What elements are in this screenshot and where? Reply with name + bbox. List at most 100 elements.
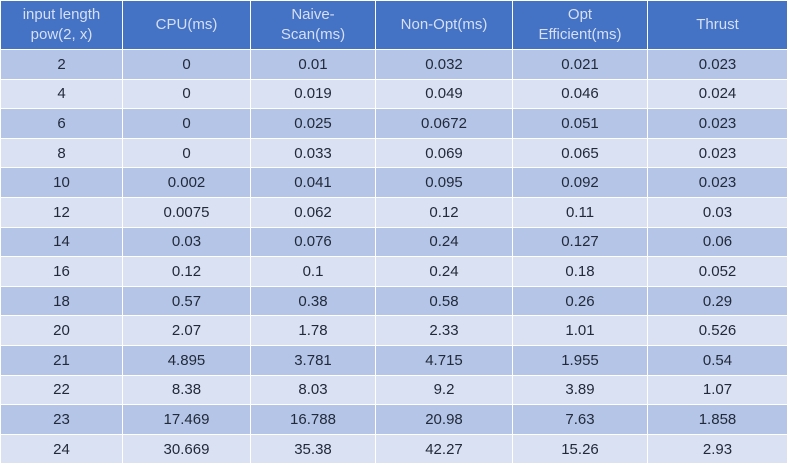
data-cell: 8.38 bbox=[122, 374, 251, 406]
data-cell: 0 bbox=[122, 49, 251, 80]
data-cell: 0.076 bbox=[250, 226, 376, 258]
row-label-cell: 8 bbox=[0, 137, 123, 169]
table-body: 2 0 0.01 0.032 0.021 0.023 4 0 0.019 0.049 0.046 0.… bbox=[0, 49, 788, 465]
data-cell: 0.526 bbox=[647, 315, 788, 346]
row-label-cell: 4 bbox=[0, 78, 123, 110]
data-cell: 0.58 bbox=[375, 285, 513, 317]
data-cell: 1.78 bbox=[250, 315, 376, 346]
data-cell: 4.715 bbox=[375, 344, 513, 376]
data-cell: 0.024 bbox=[647, 78, 788, 110]
data-cell: 1.955 bbox=[512, 344, 648, 376]
table-row: 8 0 0.033 0.069 0.065 0.023 bbox=[0, 137, 788, 169]
data-cell: 0.019 bbox=[250, 78, 376, 110]
data-cell: 0.023 bbox=[647, 137, 788, 169]
row-label-cell: 24 bbox=[0, 433, 123, 465]
table-row: 16 0.12 0.1 0.24 0.18 0.052 bbox=[0, 256, 788, 287]
table-row: 18 0.57 0.38 0.58 0.26 0.29 bbox=[0, 285, 788, 317]
data-cell: 3.89 bbox=[512, 374, 648, 406]
data-cell: 0.06 bbox=[647, 226, 788, 258]
data-cell: 42.27 bbox=[375, 433, 513, 465]
data-cell: 0.062 bbox=[250, 196, 376, 228]
data-cell: 7.63 bbox=[512, 404, 648, 435]
data-cell: 1.01 bbox=[512, 315, 648, 346]
data-cell: 0.26 bbox=[512, 285, 648, 317]
data-cell: 20.98 bbox=[375, 404, 513, 435]
row-label-cell: 20 bbox=[0, 315, 123, 346]
column-header-text: Efficient(ms) bbox=[538, 26, 622, 43]
data-cell: 0.0075 bbox=[122, 196, 251, 228]
data-cell: 0.041 bbox=[250, 167, 376, 198]
row-label-cell: 16 bbox=[0, 256, 123, 287]
data-cell: 9.2 bbox=[375, 374, 513, 406]
data-cell: 0.54 bbox=[647, 344, 788, 376]
column-header-text: pow(2, x) bbox=[30, 26, 93, 43]
row-label-cell: 10 bbox=[0, 167, 123, 198]
table-row: 10 0.002 0.041 0.095 0.092 0.023 bbox=[0, 167, 788, 198]
row-label-cell: 6 bbox=[0, 108, 123, 139]
column-header-text: Opt bbox=[567, 6, 593, 23]
row-label-cell: 14 bbox=[0, 226, 123, 258]
data-cell: 0.052 bbox=[647, 256, 788, 287]
data-cell: 0.021 bbox=[512, 49, 648, 80]
column-header-0: input length pow(2, x) bbox=[0, 0, 123, 50]
column-header-text: Non-Opt(ms) bbox=[400, 16, 488, 33]
table-header: input length pow(2, x) CPU(ms) Naive- Scan(m… bbox=[0, 0, 788, 50]
row-label-cell: 2 bbox=[0, 49, 123, 80]
data-cell: 0.18 bbox=[512, 256, 648, 287]
column-header-5: Thrust bbox=[647, 0, 788, 50]
data-cell: 0.002 bbox=[122, 167, 251, 198]
data-cell: 16.788 bbox=[250, 404, 376, 435]
data-cell: 0 bbox=[122, 137, 251, 169]
table-row: 20 2.07 1.78 2.33 1.01 0.526 bbox=[0, 315, 788, 346]
data-cell: 0.025 bbox=[250, 108, 376, 139]
table-row: 14 0.03 0.076 0.24 0.127 0.06 bbox=[0, 226, 788, 258]
data-cell: 0.38 bbox=[250, 285, 376, 317]
table-row: 12 0.0075 0.062 0.12 0.11 0.03 bbox=[0, 196, 788, 228]
data-cell: 30.669 bbox=[122, 433, 251, 465]
data-cell: 0.069 bbox=[375, 137, 513, 169]
table-row: 23 17.469 16.788 20.98 7.63 1.858 bbox=[0, 404, 788, 435]
data-cell: 0.049 bbox=[375, 78, 513, 110]
data-cell: 0.046 bbox=[512, 78, 648, 110]
data-cell: 0.1 bbox=[250, 256, 376, 287]
table-row: 4 0 0.019 0.049 0.046 0.024 bbox=[0, 78, 788, 110]
data-cell: 0.57 bbox=[122, 285, 251, 317]
data-cell: 2.33 bbox=[375, 315, 513, 346]
data-cell: 4.895 bbox=[122, 344, 251, 376]
data-cell: 0.065 bbox=[512, 137, 648, 169]
data-cell: 0.03 bbox=[647, 196, 788, 228]
data-cell: 1.07 bbox=[647, 374, 788, 406]
data-cell: 1.858 bbox=[647, 404, 788, 435]
data-cell: 15.26 bbox=[512, 433, 648, 465]
table-row: 2 0 0.01 0.032 0.021 0.023 bbox=[0, 49, 788, 80]
table-row: 24 30.669 35.38 42.27 15.26 2.93 bbox=[0, 433, 788, 465]
data-cell: 0.023 bbox=[647, 167, 788, 198]
data-cell: 2.07 bbox=[122, 315, 251, 346]
column-header-text: CPU(ms) bbox=[155, 16, 218, 33]
row-label-cell: 22 bbox=[0, 374, 123, 406]
data-cell: 0.023 bbox=[647, 49, 788, 80]
row-label-cell: 21 bbox=[0, 344, 123, 376]
data-cell: 0.12 bbox=[375, 196, 513, 228]
column-header-text: Thrust bbox=[696, 16, 739, 33]
data-cell: 8.03 bbox=[250, 374, 376, 406]
data-cell: 0.03 bbox=[122, 226, 251, 258]
data-cell: 0.0672 bbox=[375, 108, 513, 139]
data-cell: 0.12 bbox=[122, 256, 251, 287]
data-cell: 0.24 bbox=[375, 256, 513, 287]
data-cell: 0 bbox=[122, 108, 251, 139]
data-cell: 0.11 bbox=[512, 196, 648, 228]
data-cell: 0.032 bbox=[375, 49, 513, 80]
column-header-1: CPU(ms) bbox=[122, 0, 251, 50]
header-row: input length pow(2, x) CPU(ms) Naive- Scan(m… bbox=[0, 0, 788, 50]
column-header-text: Naive- bbox=[291, 6, 335, 23]
column-header-3: Non-Opt(ms) bbox=[375, 0, 513, 50]
data-cell: 3.781 bbox=[250, 344, 376, 376]
data-cell: 0 bbox=[122, 78, 251, 110]
data-cell: 0.29 bbox=[647, 285, 788, 317]
data-cell: 17.469 bbox=[122, 404, 251, 435]
data-cell: 0.092 bbox=[512, 167, 648, 198]
row-label-cell: 18 bbox=[0, 285, 123, 317]
row-label-cell: 12 bbox=[0, 196, 123, 228]
